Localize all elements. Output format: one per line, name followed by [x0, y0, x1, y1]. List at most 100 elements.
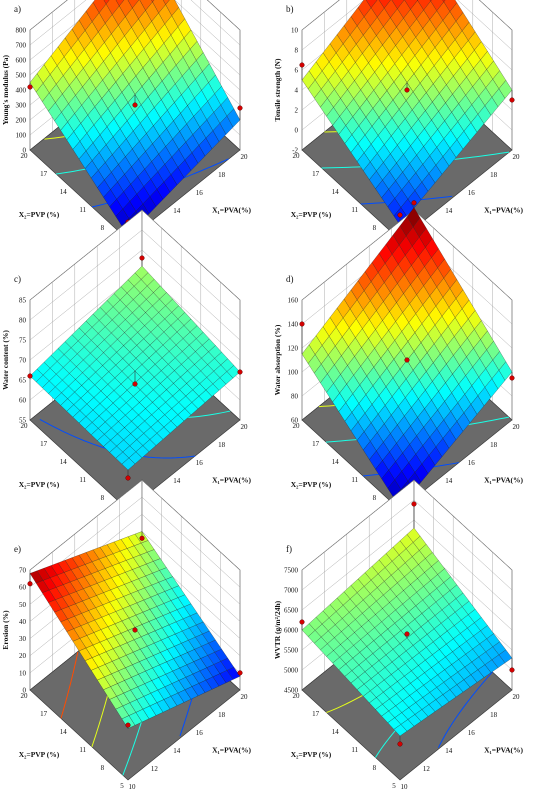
z-tick-label: 8	[295, 47, 299, 55]
x2-tick-label: 14	[60, 188, 68, 196]
response-surface	[301, 207, 513, 508]
z-tick-label: 700	[16, 42, 27, 50]
z-tick-label: 30	[19, 635, 27, 643]
x2-tick-label: 14	[332, 458, 340, 466]
z-tick-label: 800	[16, 27, 27, 35]
x2-tick-label: 20	[293, 152, 301, 160]
z-tick-label: 70	[19, 357, 27, 365]
z-tick-label: 20	[19, 652, 27, 660]
floor-contour	[60, 651, 79, 719]
x1-tick-label: 20	[241, 153, 249, 161]
x1-tick-label: 16	[468, 729, 476, 737]
design-point	[125, 722, 131, 728]
response-surface	[301, 527, 513, 737]
chart-panel-a: 0 100 200 300 400 500 600 700 800 Young's modulus…	[1, 0, 252, 251]
x1-tick-label: 18	[218, 171, 226, 179]
x2-tick-label: 11	[79, 746, 86, 754]
x2-tick-label: 14	[332, 188, 340, 196]
z-tick-label: 4500	[284, 687, 299, 695]
x1-tick-label: 16	[468, 459, 476, 467]
z-axis-label: Water absorption (%)	[273, 324, 282, 395]
surface-cell	[162, 0, 170, 5]
surface-cell	[393, 724, 408, 737]
panel-label: d)	[286, 274, 294, 284]
z-tick-label: 0	[23, 687, 27, 695]
x1-tick-label: 14	[173, 207, 181, 215]
z-tick-label: 6	[295, 67, 299, 75]
x2-tick-label: 5	[392, 782, 396, 790]
x1-axis-label: X₁=PVA(%)	[484, 206, 523, 215]
wall-gridline	[301, 0, 513, 31]
design-point	[132, 627, 138, 633]
x1-axis-label: X₁=PVA(%)	[212, 476, 251, 485]
z-tick-label: 40	[19, 618, 27, 626]
design-point	[509, 97, 515, 103]
x2-tick-label: 20	[293, 422, 301, 430]
response-surface	[29, 0, 241, 236]
design-point	[27, 373, 33, 379]
x1-tick-label: 10	[401, 783, 409, 791]
z-axis-label: Water content (%)	[1, 330, 10, 390]
z-tick-label: 65	[19, 377, 27, 385]
design-point	[139, 255, 145, 261]
x2-tick-label: 20	[21, 152, 29, 160]
design-point	[237, 369, 243, 375]
wall-gridline	[301, 0, 513, 51]
x2-tick-label: 11	[79, 206, 86, 214]
design-point	[411, 200, 417, 206]
z-tick-label: 85	[19, 297, 27, 305]
x2-tick-label: 8	[373, 764, 377, 772]
x2-tick-label: 17	[312, 440, 320, 448]
x2-tick-label: 11	[351, 746, 358, 754]
floor-contour	[437, 671, 493, 748]
z-tick-label: 60	[291, 417, 299, 425]
surface-cell	[442, 0, 446, 3]
design-point	[139, 535, 145, 541]
z-tick-label: 100	[16, 132, 27, 140]
wall-gridline	[29, 0, 241, 31]
design-point	[237, 670, 243, 676]
x2-tick-label: 8	[101, 764, 105, 772]
z-tick-label: 0	[295, 127, 299, 135]
x2-axis-label: X₂=PVP (%)	[291, 480, 332, 489]
x1-tick-label: 18	[490, 171, 498, 179]
x2-tick-label: 17	[40, 170, 48, 178]
x1-tick-label: 20	[513, 693, 521, 701]
x2-tick-label: 17	[40, 710, 48, 718]
chart-panel-f: 4500 5000 5500 6000 6500 7000 7500 WVTR (g/m²/2…	[273, 479, 524, 791]
design-point	[509, 667, 515, 673]
x2-tick-label: 5	[120, 782, 124, 790]
design-point	[132, 102, 138, 108]
x2-axis-label: X₂=PVP (%)	[19, 750, 60, 759]
z-tick-label: 80	[19, 317, 27, 325]
z-tick-label: 2	[295, 107, 299, 115]
x1-tick-label: 14	[173, 477, 181, 485]
x2-tick-label: 8	[373, 224, 377, 232]
x1-axis-label: X₁=PVA(%)	[212, 746, 251, 755]
wall-gridline	[29, 0, 241, 61]
z-axis-label: Tensile strength (N)	[273, 58, 282, 121]
response-surface	[29, 265, 241, 471]
design-point	[27, 84, 33, 90]
design-point	[404, 357, 410, 363]
design-point	[397, 212, 403, 218]
x2-tick-label: 14	[332, 728, 340, 736]
z-tick-label: 10	[291, 27, 299, 35]
x1-tick-label: 14	[173, 747, 181, 755]
z-tick-label: 70	[19, 567, 27, 575]
x1-tick-label: 14	[445, 207, 453, 215]
x1-axis-label: X₁=PVA(%)	[212, 206, 251, 215]
z-tick-label: 400	[16, 87, 27, 95]
x1-axis-label: X₁=PVA(%)	[484, 746, 523, 755]
z-tick-label: -2	[292, 147, 298, 155]
design-point	[404, 631, 410, 637]
z-tick-label: 200	[16, 117, 27, 125]
x1-tick-label: 18	[218, 441, 226, 449]
surface-cell	[121, 715, 136, 729]
x1-tick-label: 20	[513, 423, 521, 431]
x1-tick-label: 14	[445, 747, 453, 755]
x2-axis-label: X₂=PVP (%)	[291, 210, 332, 219]
panel-label: e)	[14, 544, 21, 554]
